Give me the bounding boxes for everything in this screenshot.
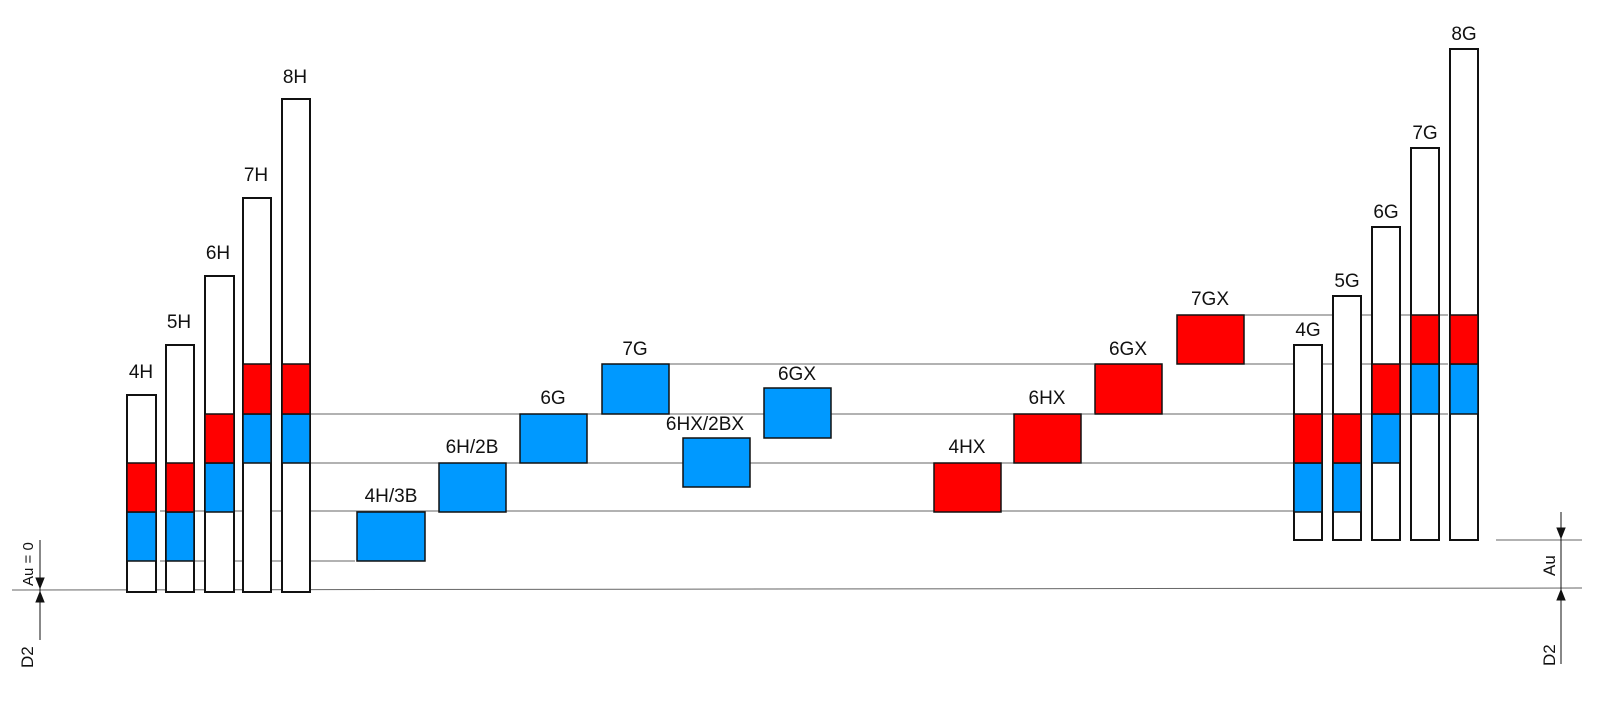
column-7g: 7G [1410, 123, 1440, 541]
tolerance-box-blue [438, 462, 507, 513]
column-label: 7G [1412, 123, 1437, 144]
tolerance-box-blue [682, 437, 751, 488]
column-label: 8H [283, 67, 307, 88]
box-6gx-blue: 6GX [763, 364, 832, 439]
column-label: 6G [1373, 202, 1398, 223]
allowance-label-left: Au = 0 [20, 542, 37, 586]
column-segment-red [1332, 413, 1362, 464]
column-4h: 4H [126, 362, 157, 593]
box-label: 7G [622, 339, 647, 360]
tolerance-box-red [1013, 413, 1082, 464]
box-6gx-red: 6GX [1094, 339, 1163, 415]
column-segment-red [1293, 413, 1323, 464]
allowance-label-right: Au [1540, 555, 1559, 576]
column-4g: 4G [1293, 320, 1323, 541]
box-label: 7GX [1191, 289, 1229, 310]
column-segment-blue [281, 413, 311, 464]
diameter-label-left: D2 [18, 646, 37, 668]
column-7h: 7H [242, 165, 272, 593]
tolerance-box-blue [763, 387, 832, 439]
column-label: 6H [206, 243, 230, 264]
middle-boxes: 4H/3B 6H/2B 6G 7G 6HX/2BX 6GX [356, 289, 1245, 562]
column-outline [1449, 48, 1479, 541]
box-4h-3b: 4H/3B [356, 486, 426, 562]
column-segment-red [1371, 363, 1401, 415]
box-label: 6G [540, 388, 565, 409]
box-6hx-2bx: 6HX/2BX [666, 414, 751, 488]
column-8h: 8H [281, 67, 311, 593]
column-label: 5H [167, 312, 191, 333]
tolerance-box-red [1176, 314, 1245, 365]
column-segment-blue [1449, 363, 1479, 415]
box-7g: 7G [601, 339, 670, 415]
box-label: 4H/3B [365, 486, 418, 507]
box-label: 6GX [1109, 339, 1147, 360]
left-dimension: Au = 0 D2 [18, 540, 45, 668]
column-segment-blue [1371, 413, 1401, 464]
column-outline [281, 98, 311, 593]
diameter-label-right: D2 [1540, 644, 1559, 666]
column-6g: 6G [1371, 202, 1401, 541]
left-columns: 4H 5H 6H 7H [126, 67, 311, 593]
column-5g: 5G [1332, 271, 1362, 541]
right-dimension: Au D2 [1540, 512, 1566, 666]
column-segment-blue [1332, 462, 1362, 513]
column-label: 8G [1451, 24, 1476, 45]
tolerance-box-blue [601, 363, 670, 415]
box-label: 6H/2B [446, 437, 499, 458]
box-6h-2b: 6H/2B [438, 437, 507, 513]
column-segment-blue [204, 462, 235, 513]
column-6h: 6H [204, 243, 235, 593]
column-label: 4G [1295, 320, 1320, 341]
column-segment-red [204, 413, 235, 464]
column-5h: 5H [165, 312, 195, 593]
arrow-down-icon [35, 577, 45, 590]
tolerance-box-red [1094, 363, 1163, 415]
column-label: 5G [1334, 271, 1359, 292]
tolerance-box-blue [519, 413, 588, 464]
column-label: 7H [244, 165, 268, 186]
box-label: 6HX [1029, 388, 1066, 409]
column-segment-blue [165, 511, 195, 562]
box-6g: 6G [519, 388, 588, 464]
box-6hx: 6HX [1013, 388, 1082, 464]
right-columns: 4G 5G 6G 7G [1293, 24, 1479, 541]
column-segment-red [242, 363, 272, 415]
column-segment-red [126, 462, 157, 513]
tolerance-box-red [933, 462, 1002, 513]
column-label: 4H [129, 362, 153, 383]
column-segment-blue [1410, 363, 1440, 415]
arrow-up-icon [35, 590, 45, 603]
column-segment-blue [242, 413, 272, 464]
column-segment-blue [1293, 462, 1323, 513]
column-segment-red [281, 363, 311, 415]
box-7gx: 7GX [1176, 289, 1245, 365]
column-segment-blue [126, 511, 157, 562]
column-8g: 8G [1449, 24, 1479, 541]
column-segment-red [1410, 314, 1440, 365]
arrow-up-icon [1556, 588, 1566, 601]
column-segment-red [1449, 314, 1479, 365]
box-label: 4HX [949, 437, 986, 458]
zero-line [11, 587, 1583, 591]
column-segment-red [165, 462, 195, 513]
box-label: 6HX/2BX [666, 414, 744, 435]
box-label: 6GX [778, 364, 816, 385]
box-4hx: 4HX [933, 437, 1002, 513]
arrow-down-icon [1556, 527, 1566, 540]
tolerance-box-blue [356, 511, 426, 562]
